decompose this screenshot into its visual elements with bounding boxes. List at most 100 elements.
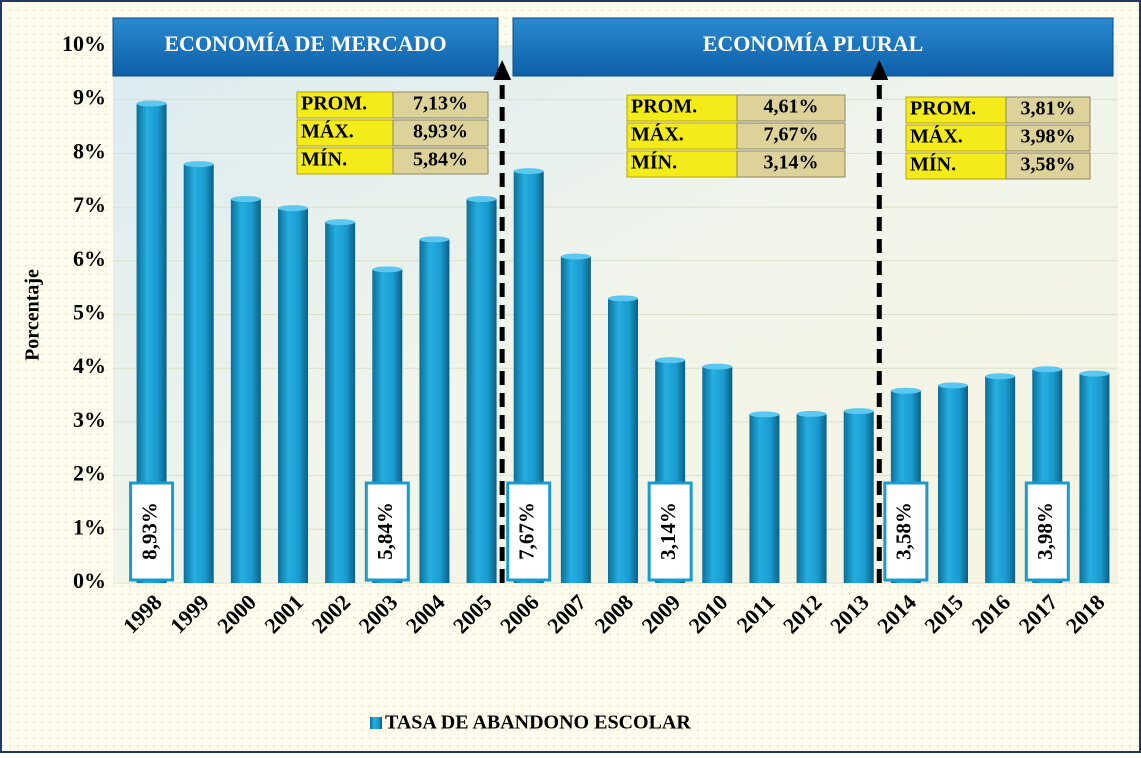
divider-arrow	[493, 60, 512, 80]
y-tick-label: 10%	[62, 31, 106, 56]
bar-top	[890, 387, 921, 394]
value-label: 3,14%	[656, 502, 680, 560]
value-label: 5,84%	[373, 502, 397, 560]
bar-top	[1032, 366, 1063, 373]
bar-group	[608, 295, 638, 583]
bar	[985, 376, 1016, 583]
bar-top	[985, 373, 1016, 380]
stat-value: 7,13%	[413, 93, 468, 115]
bar-top	[938, 382, 968, 389]
y-tick-label: 1%	[73, 514, 106, 539]
bar	[183, 164, 214, 583]
y-tick-label: 9%	[73, 85, 106, 110]
value-label-box	[1024, 481, 1070, 582]
value-label: 3,98%	[1033, 502, 1057, 560]
stat-value-cell	[1005, 124, 1091, 152]
value-label-box	[506, 481, 552, 582]
stat-label: PROM.	[910, 98, 976, 120]
stat-value-cell	[736, 94, 846, 122]
stat-value-cell	[392, 119, 489, 147]
stat-label-cell	[626, 150, 738, 178]
bar	[466, 199, 497, 584]
bar-top	[419, 236, 450, 243]
value-label: 8,93%	[137, 502, 161, 560]
stat-value-cell	[392, 147, 489, 175]
bar-group	[325, 219, 356, 584]
bar-top	[230, 196, 261, 203]
bar	[278, 208, 308, 583]
period-label: ECONOMÍA DE MERCADO	[164, 31, 446, 56]
legend-swatch	[370, 717, 382, 729]
period-label: ECONOMÍA PLURAL	[703, 31, 924, 56]
y-tick-label: 0%	[73, 568, 106, 593]
bar-top	[372, 266, 403, 273]
value-label: 7,67%	[515, 502, 539, 560]
value-label-box	[883, 481, 929, 582]
bar-top	[655, 357, 686, 364]
y-tick-label: 8%	[73, 138, 106, 163]
stat-value-cell	[392, 91, 489, 119]
legend-label: TASA DE ABANDONO ESCOLAR	[385, 712, 691, 734]
bar-top	[325, 219, 356, 226]
bar-group	[419, 236, 450, 583]
y-tick-label: 6%	[73, 246, 106, 271]
stat-label-cell	[626, 122, 738, 150]
stat-value: 3,58%	[1021, 154, 1076, 176]
stat-label: PROM.	[301, 93, 367, 115]
value-label-box	[129, 481, 175, 582]
bar-group	[938, 382, 968, 583]
bar-group	[230, 196, 261, 584]
bar-top	[136, 100, 167, 107]
stat-label-cell	[905, 96, 1007, 124]
bar-group	[702, 363, 733, 583]
stat-label: MÍN.	[301, 148, 347, 171]
bar	[419, 239, 450, 583]
stat-label: PROM.	[631, 96, 697, 118]
bar	[796, 413, 827, 583]
bar-group	[796, 410, 827, 583]
y-tick-label: 3%	[73, 407, 106, 432]
bar-group	[278, 205, 308, 583]
bar	[1079, 373, 1110, 583]
bar-group	[749, 411, 780, 583]
stat-value-cell	[736, 150, 846, 178]
stat-label: MÁX.	[301, 120, 354, 143]
bar-top	[513, 168, 544, 175]
divider-arrow	[870, 60, 889, 80]
bar-top	[749, 411, 780, 418]
bar-top	[466, 196, 497, 203]
bar-top	[560, 253, 591, 260]
y-axis-label: Porcentaje	[22, 269, 44, 361]
stat-label-cell	[626, 94, 738, 122]
y-tick-label: 2%	[73, 461, 106, 486]
bar-top	[278, 205, 308, 212]
period-banner	[112, 17, 499, 77]
stat-label-cell	[905, 124, 1007, 152]
stat-value-cell	[1005, 152, 1091, 180]
bar-group	[183, 161, 214, 583]
bar	[702, 366, 733, 583]
bar-group	[843, 408, 874, 583]
bar-top	[608, 295, 638, 302]
stat-value: 3,14%	[764, 152, 819, 174]
bar	[230, 199, 261, 584]
bar	[938, 385, 968, 583]
stat-value: 7,67%	[764, 124, 819, 146]
y-tick-label: 5%	[73, 300, 106, 325]
bar-group	[466, 196, 497, 584]
stat-value: 5,84%	[413, 149, 468, 171]
stat-label-cell	[296, 91, 394, 119]
bar	[560, 256, 591, 583]
stat-label: MÁX.	[910, 125, 963, 148]
bar	[325, 222, 356, 584]
y-tick-label: 4%	[73, 353, 106, 378]
bar	[843, 411, 874, 583]
stat-value: 3,81%	[1021, 98, 1076, 120]
stat-value-cell	[736, 122, 846, 150]
bar-group	[560, 253, 591, 583]
bar-group	[1079, 370, 1110, 583]
stat-label-cell	[296, 119, 394, 147]
bar-top	[843, 408, 874, 415]
bar-top	[183, 161, 214, 168]
